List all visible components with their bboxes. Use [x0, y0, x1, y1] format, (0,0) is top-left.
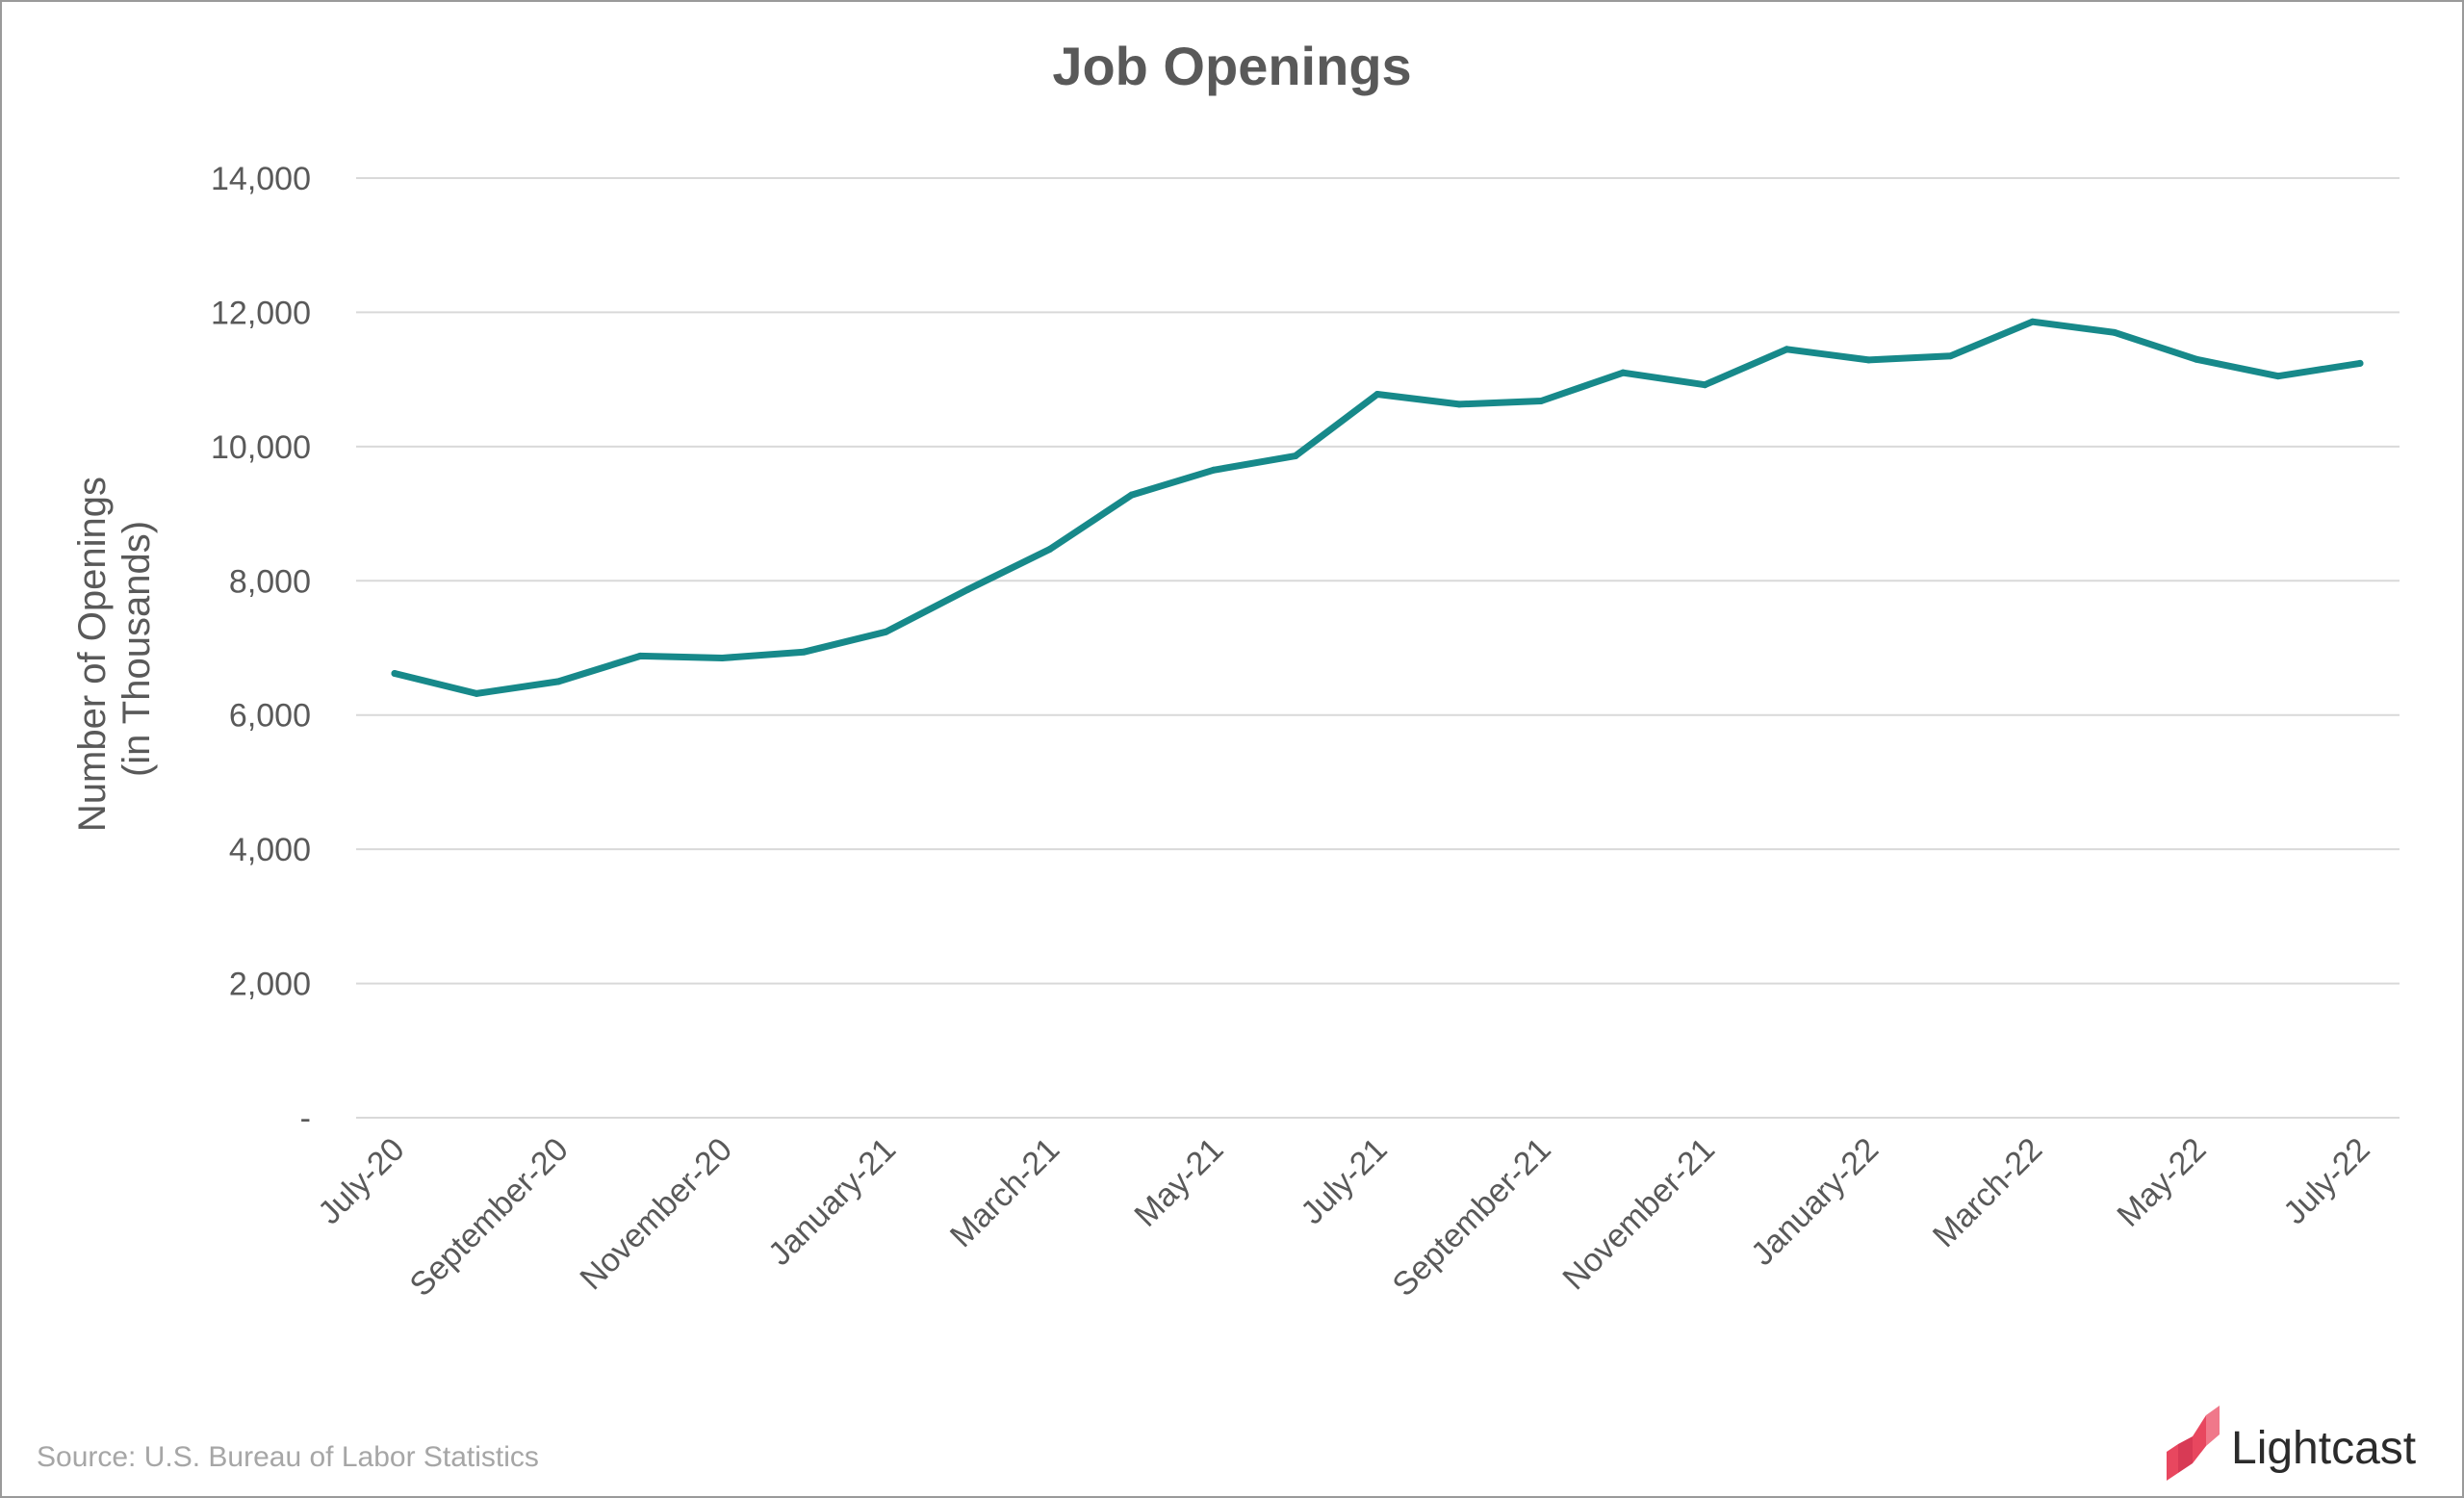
y-tick-label: 10,000 [211, 429, 311, 466]
data-point [473, 689, 480, 697]
x-tick-label: March-21 [943, 1131, 1066, 1254]
x-tick-label: May-22 [2110, 1131, 2213, 1234]
x-tick-label: September-21 [1386, 1131, 1558, 1304]
data-point [2111, 328, 2118, 336]
y-tick-label: - [300, 1100, 311, 1137]
x-tick-label: July-22 [2276, 1131, 2376, 1231]
y-tick-label: 6,000 [229, 698, 311, 735]
gridlines [356, 177, 2400, 1119]
data-point [883, 628, 889, 635]
x-tick-label: November-21 [1555, 1131, 1722, 1298]
x-tick-label: January-22 [1744, 1131, 1886, 1273]
source-note: Source: U.S. Bureau of Labor Statistics [37, 1441, 539, 1473]
brand-name: Lightcast [2231, 1423, 2416, 1474]
data-point [1783, 346, 1790, 353]
x-tick-label: March-22 [1926, 1131, 2049, 1254]
y-axis-ticks: - 2,000 4,000 6,000 8,000 10,000 12,000 14,000 [211, 161, 311, 1137]
series-layer [391, 318, 2364, 697]
data-point [964, 585, 972, 593]
chart-title: Job Openings [1052, 36, 1411, 96]
y-axis-label-line-1: Number of Openings [71, 477, 114, 832]
data-point [1865, 356, 1872, 364]
y-tick-label: 14,000 [211, 161, 311, 197]
data-point [2029, 318, 2037, 325]
x-tick-label: November-20 [573, 1131, 739, 1298]
y-tick-label: 12,000 [211, 295, 311, 331]
y-axis-label-line-2: (in Thousands) [116, 521, 158, 777]
data-point [1210, 466, 1218, 474]
data-point [1619, 369, 1627, 376]
y-tick-label: 8,000 [229, 563, 311, 600]
data-point [1292, 452, 1299, 460]
data-point [1373, 390, 1381, 398]
series-line-0 [391, 318, 2364, 697]
data-point [636, 652, 644, 659]
data-point [718, 654, 726, 661]
lightcast-logo-icon [2167, 1406, 2220, 1481]
x-tick-label: May-21 [1127, 1131, 1230, 1234]
y-tick-label: 2,000 [229, 967, 311, 1003]
data-point [1701, 381, 1708, 389]
y-axis-label: Number of Openings (in Thousands) [71, 466, 158, 832]
data-point [2356, 359, 2364, 367]
data-point [1537, 397, 1545, 404]
x-tick-label: September-20 [403, 1131, 576, 1304]
data-point [2193, 355, 2200, 363]
y-tick-label: 4,000 [229, 832, 311, 868]
data-point [1046, 546, 1054, 554]
data-point [554, 678, 562, 685]
data-point [391, 669, 398, 677]
x-tick-label: July-20 [311, 1131, 411, 1231]
data-point [800, 648, 808, 656]
data-point [1455, 400, 1463, 408]
x-tick-label: July-21 [1294, 1131, 1394, 1231]
data-point [1128, 491, 1136, 499]
x-tick-label: January-21 [761, 1131, 903, 1273]
data-point [1947, 352, 1955, 360]
data-point [2274, 373, 2282, 380]
